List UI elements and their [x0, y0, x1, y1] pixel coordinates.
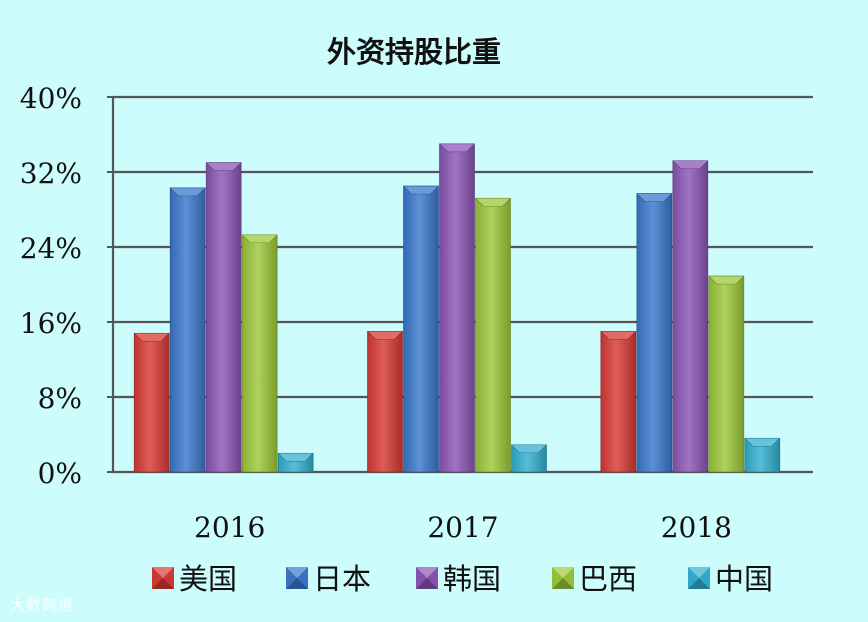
y-tick-label: 16% [20, 307, 82, 340]
bar [366, 331, 404, 473]
bar [133, 332, 170, 473]
bar [708, 275, 745, 473]
bar [205, 162, 242, 473]
bar [600, 331, 637, 473]
legend-item: 巴西 [552, 562, 637, 596]
bar [474, 197, 512, 473]
bar [438, 143, 476, 473]
bar [510, 444, 548, 473]
bar [277, 452, 314, 473]
legend-label: 中国 [715, 562, 773, 596]
y-tick-label: 0% [38, 457, 82, 490]
y-tick-label: 24% [20, 232, 82, 265]
legend-item: 美国 [152, 562, 237, 596]
y-tick-label: 32% [20, 157, 82, 190]
bar [241, 234, 278, 473]
watermark: 大数跨境 [10, 596, 75, 614]
bar [672, 160, 709, 473]
chart-title: 外资持股比重 [327, 35, 501, 69]
legend-label: 韩国 [443, 562, 501, 596]
bar [636, 193, 673, 473]
bar [402, 185, 440, 473]
bar [744, 437, 781, 473]
y-tick-label: 40% [20, 82, 82, 115]
legend-label: 巴西 [579, 562, 637, 596]
legend-label: 日本 [313, 562, 371, 596]
legend-item: 中国 [688, 562, 773, 596]
legend-item: 韩国 [416, 562, 501, 596]
y-tick-label: 8% [38, 382, 82, 415]
x-tick-label: 2016 [194, 511, 265, 544]
x-tick-label: 2017 [427, 511, 498, 544]
bar [169, 187, 206, 473]
x-tick-label: 2018 [661, 511, 732, 544]
legend-item: 日本 [286, 562, 371, 596]
legend-label: 美国 [179, 562, 237, 596]
